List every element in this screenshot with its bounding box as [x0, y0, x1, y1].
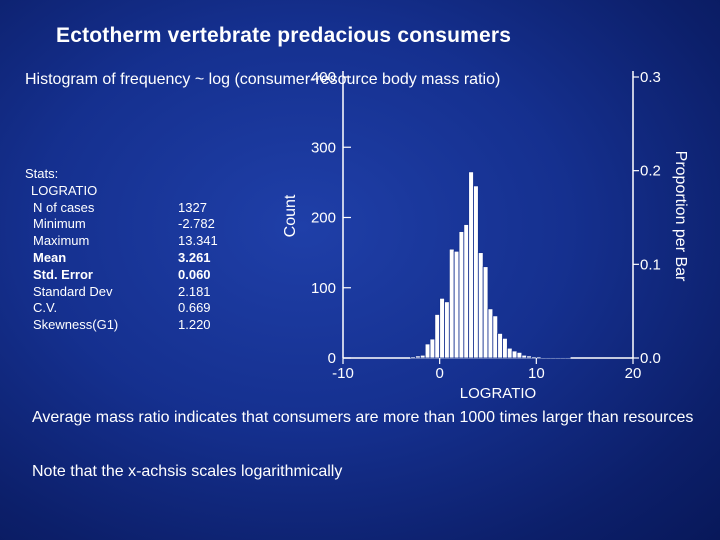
histogram-bar — [463, 224, 470, 359]
stats-row: Skewness(G1) 1.220 — [25, 317, 238, 334]
histogram-bar — [531, 356, 537, 359]
histogram-bar — [564, 356, 571, 359]
slide-title: Ectotherm vertebrate predacious consumer… — [56, 24, 512, 47]
stats-label: N of cases — [33, 199, 95, 215]
stats-row: Std. Error 0.060 — [25, 267, 238, 284]
histogram-bar — [424, 343, 431, 359]
stats-label: Minimum — [33, 216, 86, 232]
stats-row: Standard Dev 2.181 — [25, 284, 238, 301]
histogram-bar — [492, 315, 499, 359]
histogram-bar — [458, 231, 465, 359]
histogram-bar — [453, 250, 460, 359]
y2-tick-label: 0.2 — [640, 163, 661, 180]
note-log-scale: Note that the x-achsis scales logarithmi… — [32, 463, 343, 480]
stats-label: C.V. — [33, 300, 58, 316]
y-tick-label: 0 — [328, 350, 336, 367]
histogram-bar — [521, 354, 528, 359]
histogram-bar — [516, 351, 523, 359]
y2-tick-label: 0.1 — [640, 256, 661, 273]
stats-label: Maximum — [33, 233, 90, 249]
stats-label: Mean — [33, 249, 67, 265]
histogram-bar — [448, 248, 455, 359]
x-tick-label: 0 — [435, 365, 443, 382]
y2-axis-label: Proportion per Bar — [672, 151, 689, 282]
stats-value: 3.261 — [178, 249, 211, 265]
stats-row: Maximum 13.341 — [25, 233, 238, 250]
stats-row: Minimum -2.782 — [25, 216, 238, 233]
stats-label: Skewness(G1) — [33, 317, 119, 333]
histogram-bar — [410, 356, 416, 359]
histogram-bar — [506, 347, 513, 359]
histogram-bar — [468, 171, 474, 359]
stats-value: 1327 — [178, 199, 207, 215]
stats-value: 13.341 — [178, 233, 218, 249]
x-tick-label: 20 — [625, 365, 642, 382]
y-tick-label: 400 — [311, 69, 336, 86]
histogram-bar — [477, 252, 484, 359]
histogram-bar — [487, 308, 494, 359]
histogram-bar — [429, 338, 436, 359]
histogram-bar — [439, 297, 445, 359]
y-tick-label: 300 — [311, 139, 336, 156]
y2-tick-label: 0.3 — [640, 69, 661, 86]
stats-value: 0.060 — [178, 266, 211, 282]
histogram-bar — [415, 355, 421, 359]
stats-variable: LOGRATIO — [31, 182, 98, 198]
y-tick-label: 100 — [311, 280, 336, 297]
histogram-bar — [535, 356, 542, 359]
x-axis-label: LOGRATIO — [460, 385, 536, 402]
histogram-bar — [555, 356, 561, 359]
stats-row: Mean 3.261 — [25, 250, 238, 267]
stats-value: -2.782 — [178, 216, 215, 232]
y2-tick-label: 0.0 — [640, 350, 661, 367]
histogram-bar — [550, 356, 557, 359]
histogram-bar — [526, 355, 532, 359]
histogram-bar — [511, 350, 518, 359]
y-tick-label: 200 — [311, 210, 336, 227]
stats-value: 0.669 — [178, 300, 211, 316]
x-tick-label: 10 — [528, 365, 545, 382]
histogram-bar — [473, 185, 479, 359]
histogram-bar — [545, 356, 552, 359]
note-mass-ratio: Average mass ratio indicates that consum… — [32, 409, 694, 426]
histogram-bar — [482, 266, 489, 359]
histogram-bar — [419, 354, 426, 359]
histogram-bar — [434, 314, 441, 359]
histogram-bar — [560, 356, 566, 359]
y-axis-label: Count — [282, 194, 299, 237]
stats-row: N of cases 1327 — [25, 200, 238, 217]
stats-label: Std. Error — [33, 266, 93, 282]
stats-label: Standard Dev — [33, 283, 113, 299]
x-tick-label: -10 — [332, 365, 354, 382]
stats-value: 2.181 — [178, 283, 211, 299]
chart-subtitle: Histogram of frequency ~ log (consumer-r… — [25, 71, 501, 88]
stats-value: 1.220 — [178, 317, 211, 333]
stats-rows: N of cases 1327 Minimum -2.782 Maximum 13.341… — [25, 200, 238, 334]
stats-panel: Stats: LOGRATIO N of cases 1327 Minimum -2.… — [25, 166, 238, 334]
histogram-bar — [444, 301, 450, 359]
stats-row: C.V. 0.669 — [25, 300, 238, 317]
stats-header: Stats: — [25, 166, 59, 181]
histogram-bar — [497, 333, 503, 359]
histogram-bar — [502, 337, 508, 359]
histogram-bar — [540, 356, 547, 359]
